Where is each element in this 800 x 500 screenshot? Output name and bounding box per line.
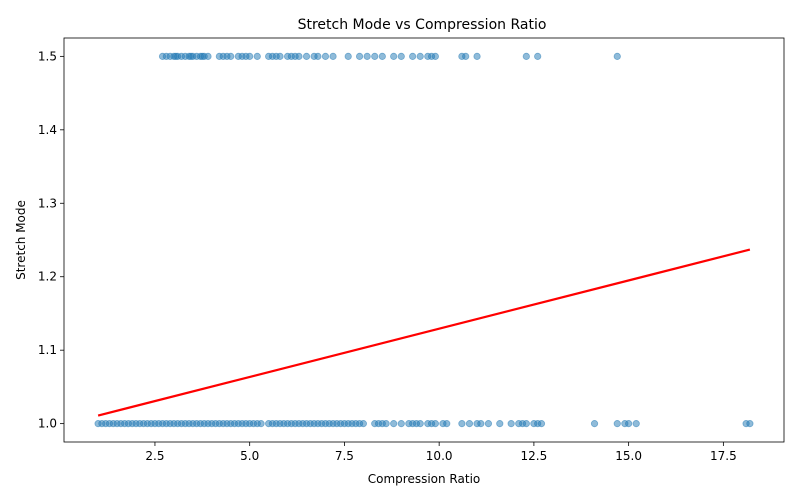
data-point	[257, 420, 265, 428]
y-tick-label: 1.1	[38, 343, 57, 357]
trend-line	[97, 248, 751, 417]
trendline-layer	[97, 248, 751, 417]
data-point	[522, 52, 530, 60]
data-point	[632, 420, 640, 428]
data-point	[416, 52, 424, 60]
y-tick-label: 1.4	[38, 123, 57, 137]
data-point	[397, 52, 405, 60]
chart-title: Stretch Mode vs Compression Ratio	[298, 17, 547, 33]
plot-area-frame	[63, 37, 785, 443]
x-tick-label: 12.5	[521, 449, 548, 463]
data-point	[295, 52, 303, 60]
data-point	[522, 420, 530, 428]
x-axis-label: Compression Ratio	[368, 472, 481, 486]
y-tick-label: 1.3	[38, 196, 57, 210]
data-point	[409, 52, 417, 60]
data-point	[390, 420, 398, 428]
y-tick-label: 1.0	[38, 417, 57, 431]
data-point	[431, 420, 439, 428]
data-point	[382, 420, 390, 428]
data-point	[484, 420, 493, 428]
data-point	[625, 420, 633, 428]
data-point	[378, 52, 386, 60]
data-point	[534, 52, 542, 60]
data-point	[746, 420, 754, 428]
x-tick-label: 2.5	[145, 449, 164, 463]
data-point	[355, 52, 364, 60]
data-point	[431, 52, 439, 60]
data-point	[390, 52, 398, 60]
data-point	[443, 420, 451, 428]
x-tick-label: 5.0	[240, 449, 259, 463]
data-point	[507, 420, 515, 428]
y-axis-ticks: 1.0 1.1 1.2 1.3 1.4 1.5	[38, 49, 64, 431]
x-axis-ticks: 2.5 5.0 7.5 10.0 12.5 15.0 17.5	[145, 442, 737, 463]
data-point	[397, 420, 405, 428]
data-point	[321, 52, 330, 60]
data-point	[329, 52, 337, 60]
data-point	[204, 52, 212, 60]
data-point	[371, 52, 379, 60]
y-tick-label: 1.5	[38, 49, 57, 63]
data-point	[276, 52, 284, 60]
data-point	[416, 420, 424, 428]
data-point	[344, 52, 352, 60]
x-tick-label: 15.0	[615, 449, 642, 463]
data-point	[363, 52, 371, 60]
data-point	[537, 420, 546, 428]
data-point	[302, 52, 311, 60]
data-point	[253, 52, 261, 60]
data-point	[462, 52, 470, 60]
x-tick-label: 7.5	[335, 449, 354, 463]
data-point	[477, 420, 485, 428]
points-layer	[94, 52, 754, 428]
data-point	[613, 52, 621, 60]
y-tick-label: 1.2	[38, 270, 57, 284]
x-tick-label: 10.0	[426, 449, 453, 463]
data-point	[227, 52, 235, 60]
data-point	[613, 420, 621, 428]
x-tick-label: 17.5	[710, 449, 737, 463]
data-point	[314, 52, 322, 60]
data-point	[458, 420, 466, 428]
data-point	[359, 420, 367, 428]
data-point	[246, 52, 254, 60]
data-point	[590, 420, 599, 428]
data-point	[496, 420, 504, 428]
y-axis-label: Stretch Mode	[14, 200, 28, 280]
data-point	[473, 52, 481, 60]
data-point	[465, 420, 474, 428]
